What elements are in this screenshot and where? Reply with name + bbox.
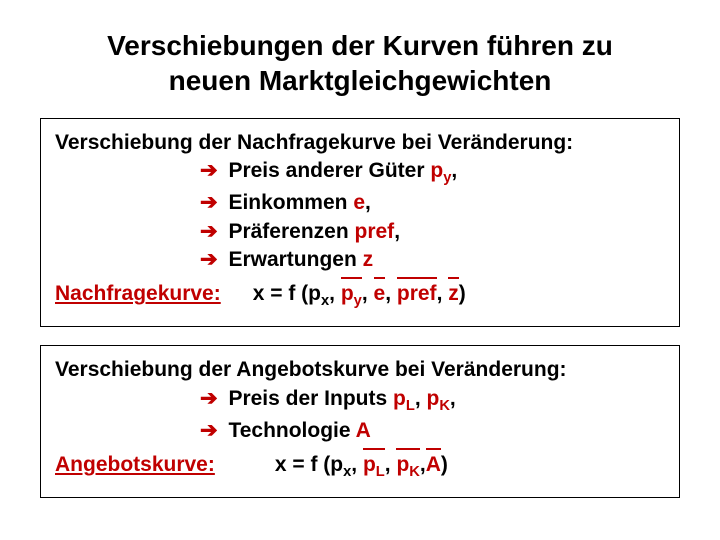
- var-pref: pref: [355, 220, 395, 243]
- slide-title: Verschiebungen der Kurven führen zu neue…: [40, 28, 680, 98]
- supply-label: Angebotskurve:: [55, 451, 215, 479]
- bar-pl: pL: [363, 451, 385, 483]
- var-py: py: [430, 159, 451, 182]
- supply-box: Verschiebung der Angebotskurve bei Verän…: [40, 345, 680, 498]
- title-line-1: Verschiebungen der Kurven führen zu: [107, 30, 613, 61]
- supply-bullet-2: ➔ Technologie A: [200, 417, 665, 445]
- bar-a: A: [426, 451, 441, 479]
- demand-bullet-4: ➔ Erwartungen z: [200, 246, 665, 274]
- demand-formula-row: Nachfragekurve: x = f (px, py, e, pref, …: [55, 280, 665, 312]
- var-z: z: [363, 248, 374, 271]
- arrow-icon: ➔: [200, 191, 218, 214]
- supply-formula: x = f (px, pL, pK,A): [275, 451, 448, 483]
- demand-bullet-1: ➔ Preis anderer Güter py,: [200, 157, 665, 189]
- supply-formula-row: Angebotskurve: x = f (px, pL, pK,A): [55, 451, 665, 483]
- demand-bullets: ➔ Preis anderer Güter py, ➔ Einkommen e,…: [55, 157, 665, 274]
- arrow-icon: ➔: [200, 159, 218, 182]
- supply-bullets: ➔ Preis der Inputs pL, pK, ➔ Technologie…: [55, 385, 665, 445]
- demand-label: Nachfragekurve:: [55, 280, 221, 308]
- demand-formula: x = f (px, py, e, pref, z): [253, 280, 466, 312]
- arrow-icon: ➔: [200, 220, 218, 243]
- supply-heading: Verschiebung der Angebotskurve bei Verän…: [55, 356, 665, 384]
- arrow-icon: ➔: [200, 387, 218, 410]
- bar-pk: pK: [396, 451, 419, 483]
- arrow-icon: ➔: [200, 419, 218, 442]
- demand-heading: Verschiebung der Nachfragekurve bei Verä…: [55, 129, 665, 157]
- var-e: e: [353, 191, 365, 214]
- var-pl: pL: [393, 387, 415, 410]
- bar-e: e: [374, 280, 386, 308]
- var-a: A: [356, 419, 371, 442]
- var-pk: pK: [426, 387, 449, 410]
- demand-bullet-3: ➔ Präferenzen pref,: [200, 218, 665, 246]
- arrow-icon: ➔: [200, 248, 218, 271]
- bar-py: py: [341, 280, 362, 312]
- bar-pref: pref: [397, 280, 437, 308]
- demand-box: Verschiebung der Nachfragekurve bei Verä…: [40, 118, 680, 327]
- title-line-2: neuen Marktgleichgewichten: [169, 65, 552, 96]
- bar-z: z: [448, 280, 459, 308]
- supply-bullet-1: ➔ Preis der Inputs pL, pK,: [200, 385, 665, 417]
- demand-bullet-2: ➔ Einkommen e,: [200, 189, 665, 217]
